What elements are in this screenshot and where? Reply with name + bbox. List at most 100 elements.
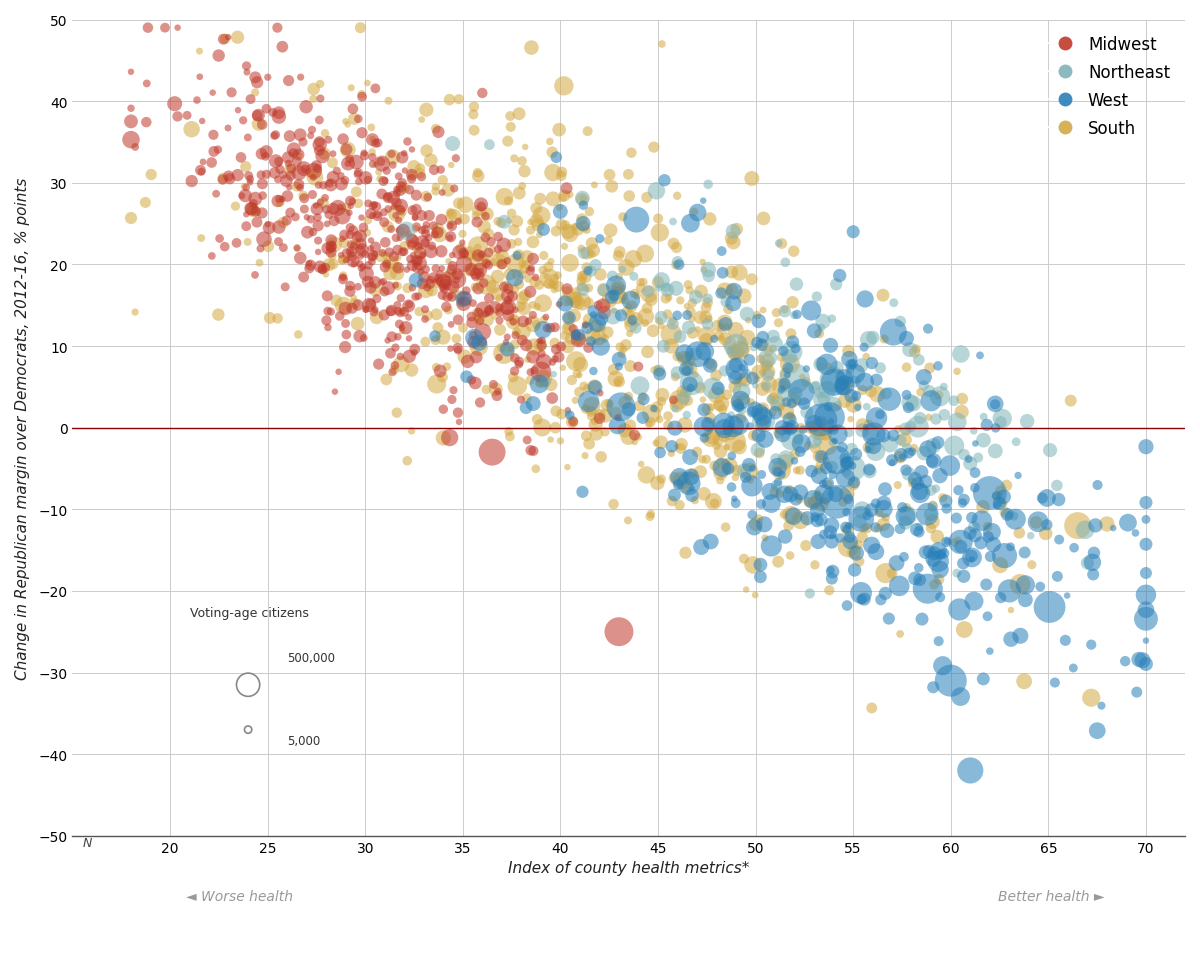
Point	[1045, 676, 1064, 691]
Point	[466, 266, 485, 282]
Point	[532, 338, 551, 354]
Point	[457, 370, 476, 385]
Point	[1063, 660, 1082, 676]
Point	[236, 208, 256, 223]
Point	[558, 339, 577, 355]
Point	[311, 91, 330, 107]
Point	[688, 445, 707, 460]
Point	[713, 460, 732, 476]
Point	[269, 110, 288, 125]
Point	[530, 192, 550, 208]
Point	[488, 384, 508, 400]
Point	[545, 352, 564, 367]
Point	[854, 340, 874, 356]
Point	[856, 292, 875, 308]
Point	[971, 348, 990, 363]
Point	[743, 405, 762, 420]
Point	[574, 192, 593, 208]
Point	[580, 205, 599, 220]
Point	[616, 294, 635, 309]
Point	[631, 281, 650, 296]
Point	[338, 157, 358, 172]
Point	[448, 341, 467, 357]
Point	[473, 325, 492, 340]
Point	[857, 508, 876, 524]
Point	[858, 521, 877, 536]
Point	[577, 260, 596, 276]
Point	[686, 290, 706, 306]
Point	[877, 524, 896, 539]
Point	[523, 252, 542, 267]
Point	[556, 329, 575, 344]
Point	[918, 581, 937, 597]
Point	[468, 240, 487, 256]
Point	[919, 410, 938, 426]
Point	[469, 306, 488, 321]
Point	[727, 222, 746, 237]
Point	[455, 350, 474, 365]
Point	[426, 180, 445, 195]
Point	[359, 259, 378, 274]
Point	[341, 228, 360, 243]
Point	[553, 191, 572, 207]
Point	[775, 377, 794, 392]
Point	[816, 428, 835, 443]
Point	[841, 412, 860, 428]
Point	[944, 535, 964, 551]
Point	[874, 429, 893, 444]
Point	[640, 417, 659, 432]
Point	[827, 360, 846, 376]
Point	[752, 467, 772, 482]
Point	[811, 420, 830, 435]
Text: 5,000: 5,000	[287, 734, 320, 747]
Point	[680, 283, 700, 299]
Point	[432, 212, 451, 228]
Point	[563, 373, 582, 388]
Point	[415, 334, 434, 350]
Point	[366, 283, 385, 299]
Point	[679, 320, 698, 335]
Point	[678, 352, 697, 367]
Point	[863, 331, 882, 346]
Point	[730, 440, 749, 456]
Point	[214, 171, 233, 186]
Point	[433, 330, 452, 345]
Point	[1006, 512, 1025, 528]
Point	[341, 194, 360, 209]
Point	[442, 317, 461, 333]
Point	[991, 415, 1010, 431]
Point	[901, 419, 920, 434]
Point	[560, 187, 580, 203]
Point	[281, 162, 300, 178]
Point	[767, 452, 786, 467]
Point	[811, 450, 830, 465]
Point	[508, 268, 527, 283]
Point	[508, 249, 527, 264]
Point	[308, 178, 328, 193]
Point	[990, 496, 1009, 511]
Point	[582, 399, 601, 414]
Point	[576, 318, 595, 333]
Point	[407, 273, 426, 288]
Point	[828, 399, 847, 414]
Point	[761, 392, 780, 407]
Point	[799, 495, 818, 510]
Point	[380, 304, 400, 319]
Point	[731, 411, 750, 427]
Point	[754, 338, 773, 354]
Point	[674, 391, 694, 407]
Point	[922, 394, 941, 409]
Point	[806, 379, 826, 394]
Point	[427, 308, 446, 323]
Point	[952, 405, 971, 420]
Point	[467, 350, 486, 365]
Point	[922, 521, 941, 536]
Point	[426, 122, 445, 137]
Point	[698, 402, 718, 417]
Point	[940, 458, 959, 474]
Point	[532, 376, 551, 391]
Point	[304, 170, 323, 185]
Point	[274, 168, 293, 184]
Point	[310, 138, 329, 154]
Point	[805, 441, 824, 456]
